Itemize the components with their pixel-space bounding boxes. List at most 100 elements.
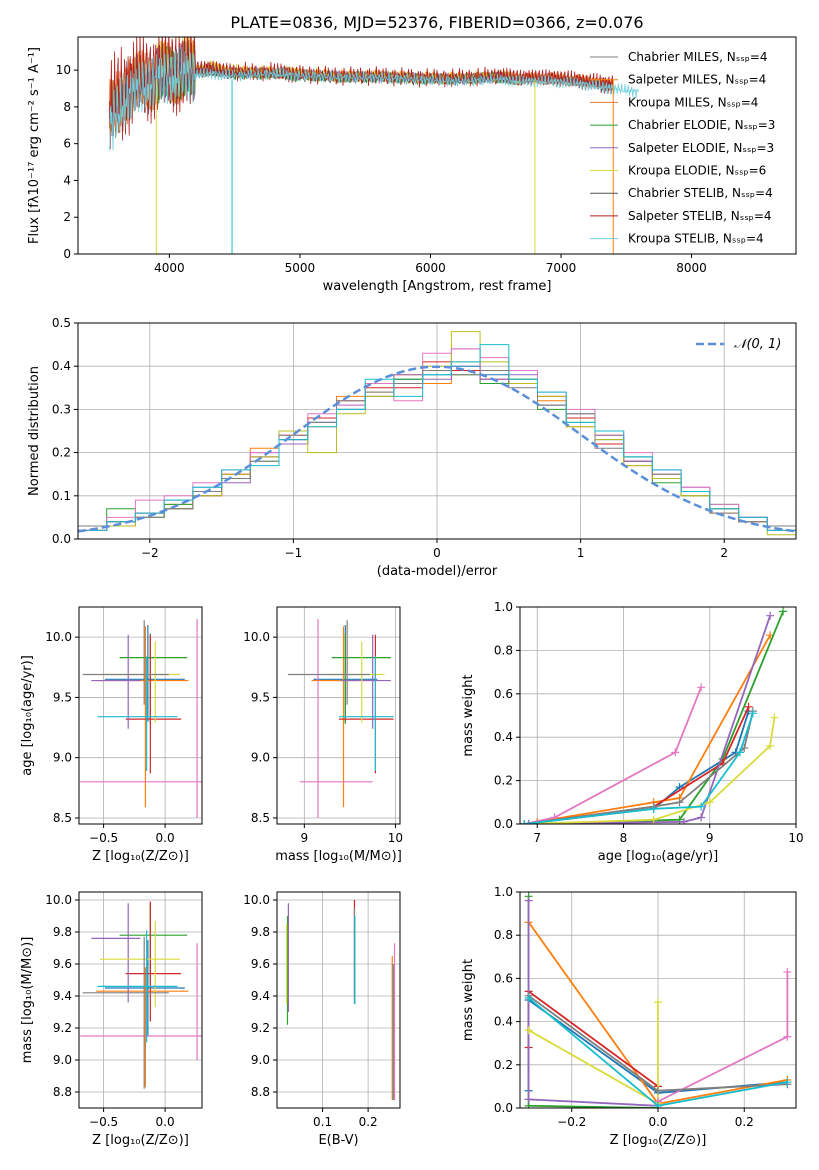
x-tick-label: 0.1: [313, 1115, 332, 1129]
y-tick-label: 10: [56, 63, 71, 77]
y-axis-label: mass weight: [461, 959, 476, 1041]
y-tick-label: 0.0: [52, 532, 71, 546]
weight-point-marker: [779, 607, 788, 616]
y-tick-label: 0: [63, 247, 71, 261]
y-tick-label: 9.2: [251, 1021, 270, 1035]
y-tick-label: 8.8: [53, 1085, 72, 1099]
y-tick-label: 0.0: [494, 817, 513, 831]
normal-reference-curve: [78, 365, 796, 533]
weight-point-marker: [649, 815, 658, 824]
legend-label: Salpeter STELIB, Nₛₛₚ=4: [628, 209, 772, 223]
x-axis-label: Z [log₁₀(Z/Z⊙)]: [610, 1133, 707, 1148]
y-tick-label: 6: [63, 137, 71, 151]
weight-point-marker: [770, 713, 779, 722]
weight-series-line: [528, 610, 784, 824]
data-point: [104, 625, 185, 722]
y-tick-label: 0.5: [52, 316, 71, 330]
weight-point-marker: [783, 967, 792, 976]
y-tick-label: 10.0: [243, 893, 270, 907]
histogram-step: [78, 370, 796, 539]
plot-area: [80, 901, 202, 1089]
data-point: [96, 967, 189, 1088]
y-tick-label: 9.0: [53, 1053, 72, 1067]
y-tick-label: 10.0: [45, 630, 72, 644]
y-tick-label: 1.0: [494, 885, 513, 899]
histogram-step: [78, 344, 796, 539]
x-tick-label: 4000: [154, 261, 185, 275]
y-tick-label: 9.4: [251, 989, 270, 1003]
panel-residuals: 𝒩(0, 1) −2 −1 0 1 2 0.0 0.1 0.2 0.3 0.4 0.5 (data-mo…: [27, 316, 797, 579]
weight-point-marker: [671, 748, 680, 757]
y-tick-label: 0.6: [494, 971, 513, 985]
y-tick-label: 8.5: [251, 811, 270, 825]
data-point: [104, 940, 185, 1036]
weight-point-marker: [654, 1101, 662, 1108]
y-tick-label: 0.4: [52, 359, 71, 373]
x-tick-label: 2: [720, 546, 728, 560]
y-tick-label: 4: [63, 173, 71, 187]
y-tick-label: 9.0: [251, 751, 270, 765]
x-tick-label: 10: [788, 831, 803, 845]
x-tick-label: 0.0: [156, 1115, 175, 1129]
weight-point-marker: [679, 817, 688, 824]
axes-frame: [78, 891, 203, 1109]
panel-spectrum: Chabrier MILES, Nₛₛₚ=4 Salpeter MILES, Nₛ…: [27, 36, 797, 294]
data-point: [82, 936, 169, 1089]
x-tick-label: 5000: [285, 261, 316, 275]
legend-label: Chabrier MILES, Nₛₛₚ=4: [628, 50, 768, 64]
y-axis-label: mass weight: [461, 674, 476, 756]
x-axis-label: Z [log₁₀(Z/Z⊙)]: [92, 849, 189, 864]
weight-point-marker: [705, 798, 714, 807]
x-tick-label: 0.2: [735, 1115, 754, 1129]
y-tick-label: 0.4: [494, 730, 513, 744]
weight-point-marker: [520, 820, 529, 824]
panel-mass-weight-vs-age: 7 8 9 10 0.0 0.2 0.4 0.6 0.8 1.0 age [log₁₀(age/yr…: [461, 600, 804, 864]
weight-point-marker: [654, 998, 662, 1007]
x-tick-label: 0.2: [359, 1115, 378, 1129]
data-point: [125, 634, 182, 774]
y-tick-label: 0.2: [494, 1058, 513, 1072]
data-point: [329, 641, 385, 723]
axes-frame: [276, 891, 401, 1109]
plot-area: [80, 619, 202, 818]
axes-frame: [276, 606, 401, 825]
y-tick-label: 9.5: [53, 690, 72, 704]
y-tick-label: 0.2: [494, 774, 513, 788]
data-point: [99, 641, 180, 723]
x-tick-label: −0.2: [557, 1115, 586, 1129]
weight-point-marker: [783, 1032, 792, 1041]
x-tick-label: 9: [301, 831, 309, 845]
panel-age-vs-metallicity: −0.5 0.0 8.5 9.0 9.5 10.0 Z [log₁₀(Z/Z⊙)] age […: [20, 606, 203, 864]
plot-area: [108, 37, 640, 254]
x-tick-label: 9: [706, 831, 714, 845]
data-point: [338, 656, 394, 771]
x-tick-label: 0.0: [156, 831, 175, 845]
panel-mass-weight-vs-metallicity: −0.2 0.0 0.2 0.0 0.2 0.4 0.6 0.8 1.0 Z [log₁₀(Z/Z…: [461, 885, 797, 1148]
weight-point-marker: [783, 1078, 792, 1087]
data-point: [97, 656, 178, 771]
y-tick-label: 9.0: [53, 751, 72, 765]
plot-area: [287, 619, 394, 818]
data-point: [80, 943, 202, 1060]
y-tick-label: 8: [63, 100, 71, 114]
weight-series-line: [657, 971, 789, 1103]
y-tick-label: 9.0: [251, 1053, 270, 1067]
x-tick-label: 10: [388, 831, 403, 845]
panel-mass-vs-metallicity: −0.5 0.0 8.8 9.0 9.2 9.4 9.6 9.8 10.0 Z [log₁₀(Z/…: [20, 891, 203, 1148]
legend-label: Kroupa STELIB, Nₛₛₚ=4: [628, 232, 764, 246]
y-tick-label: 0.6: [494, 687, 513, 701]
x-tick-label: 7000: [546, 261, 577, 275]
weight-series-line: [537, 634, 771, 823]
y-tick-label: 10.0: [243, 630, 270, 644]
weight-point-marker: [654, 1086, 662, 1095]
y-tick-label: 8.8: [251, 1085, 270, 1099]
data-point: [340, 634, 391, 729]
plot-area: [78, 331, 796, 539]
y-tick-label: 9.8: [53, 925, 72, 939]
weight-point-marker: [748, 709, 757, 718]
legend: 𝒩(0, 1): [696, 337, 781, 352]
x-axis-label: wavelength [Angstrom, rest frame]: [323, 279, 552, 294]
x-tick-label: −0.5: [89, 1115, 118, 1129]
legend-label: Kroupa ELODIE, Nₛₛₚ=6: [628, 164, 766, 178]
legend-label: Salpeter ELODIE, Nₛₛₚ=3: [628, 141, 774, 155]
